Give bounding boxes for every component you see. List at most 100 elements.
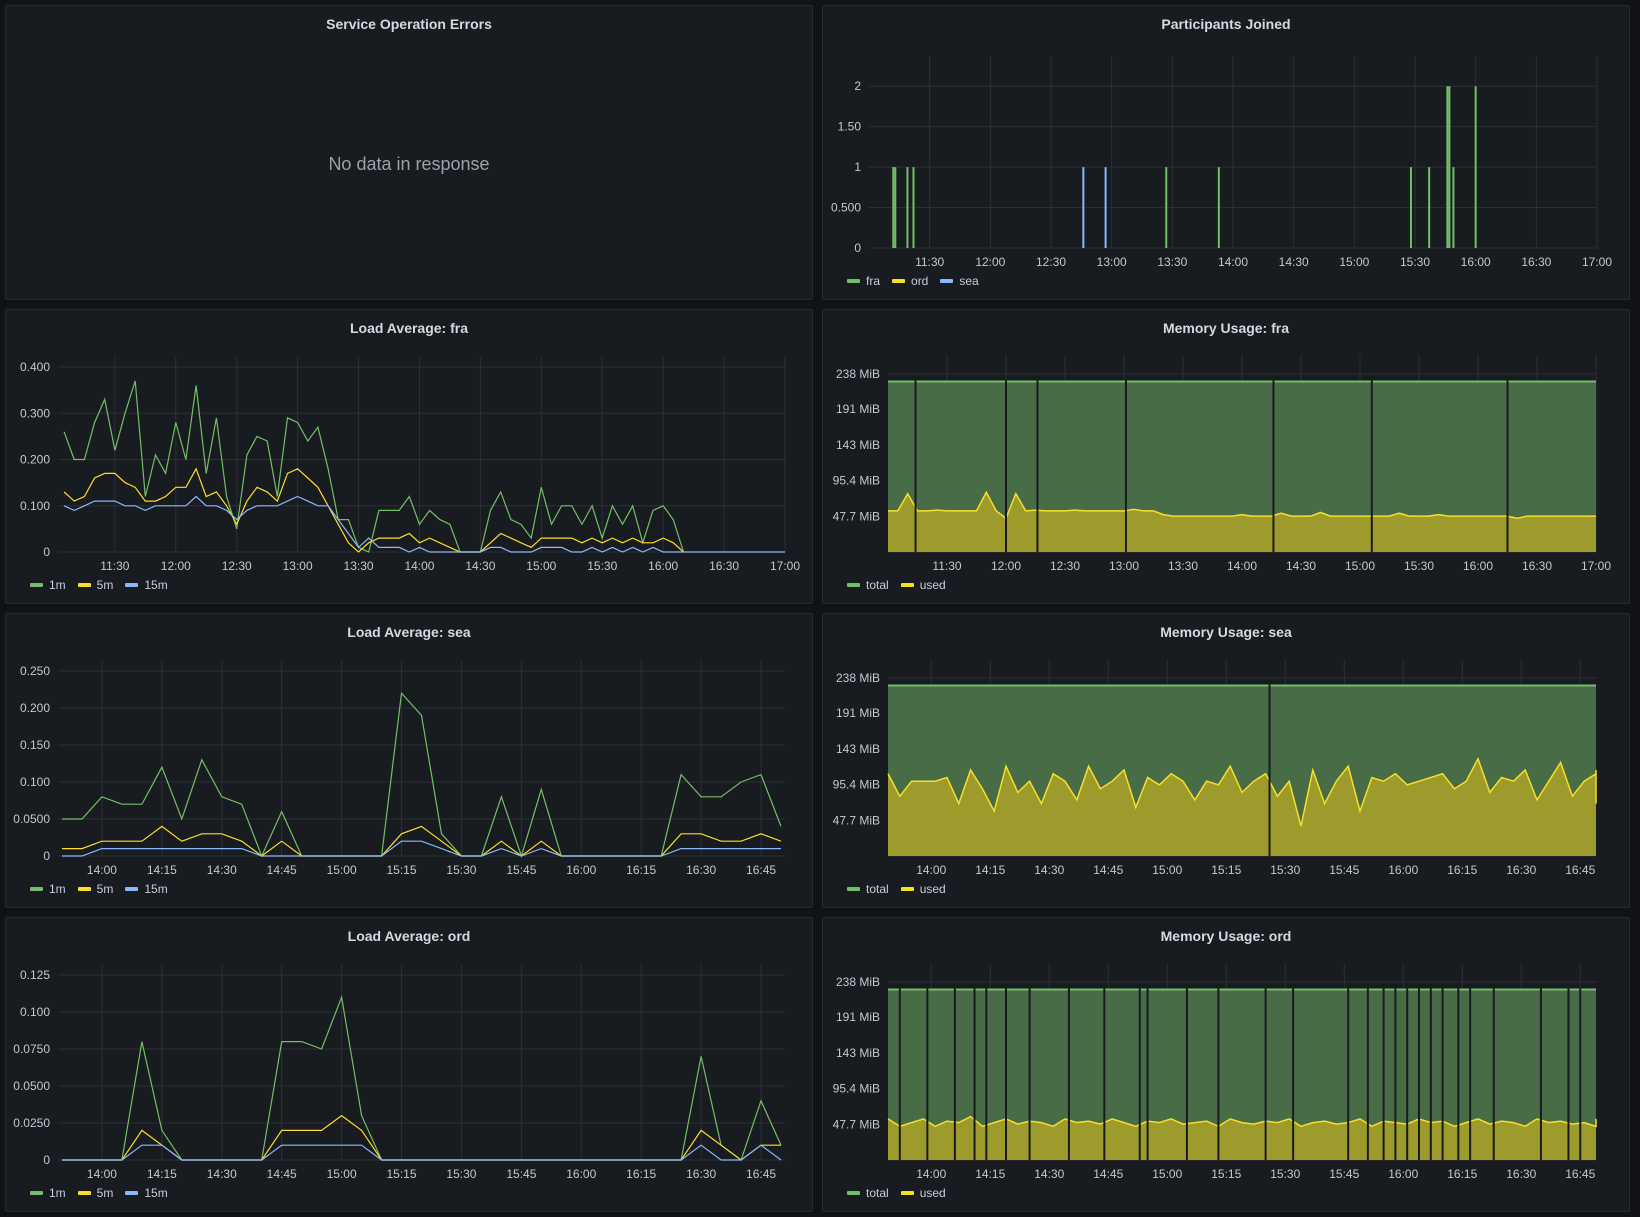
- x-tick-label: 11:30: [915, 255, 944, 269]
- series-line-used: [887, 1115, 1597, 1128]
- legend-label: 15m: [144, 578, 168, 592]
- legend-swatch: [847, 1191, 860, 1195]
- y-tick-label: 0: [854, 241, 861, 255]
- legend-item-used[interactable]: used: [900, 1186, 946, 1200]
- legend-item-total[interactable]: total: [847, 1186, 889, 1200]
- panel-title[interactable]: Service Operation Errors: [326, 16, 492, 32]
- x-tick-label: 14:00: [404, 559, 434, 573]
- x-tick-label: 13:30: [1168, 559, 1198, 573]
- y-tick-label: 47.7 MiB: [833, 509, 880, 523]
- x-tick-label: 14:00: [87, 1167, 117, 1181]
- legend-item-total[interactable]: total: [847, 882, 889, 896]
- legend-item-1m[interactable]: 1m: [30, 1186, 66, 1200]
- panel-title[interactable]: Load Average: sea: [347, 624, 471, 640]
- x-tick-label: 13:00: [283, 559, 313, 573]
- legend: total used: [847, 1186, 946, 1200]
- legend: total used: [847, 882, 946, 896]
- legend-item-15m[interactable]: 15m: [125, 578, 168, 592]
- x-tick-label: 15:00: [1345, 559, 1375, 573]
- legend-item-1m[interactable]: 1m: [30, 882, 66, 896]
- x-tick-label: 14:15: [975, 1167, 1005, 1181]
- x-tick-label: 16:00: [566, 1167, 596, 1181]
- x-tick-label: 16:30: [709, 559, 739, 573]
- x-tick-label: 14:15: [147, 1167, 177, 1181]
- series-area-used: [888, 492, 1596, 552]
- y-tick-label: 1.50: [838, 120, 862, 134]
- x-tick-label: 17:00: [1581, 559, 1611, 573]
- x-tick-label: 16:45: [1565, 1167, 1595, 1181]
- x-tick-label: 15:15: [1211, 863, 1241, 877]
- legend-label: used: [919, 882, 946, 896]
- y-tick-label: 1: [854, 160, 861, 174]
- y-tick-label: 95.4 MiB: [833, 778, 880, 792]
- x-tick-label: 17:00: [1582, 255, 1612, 269]
- x-tick-label: 15:30: [446, 863, 476, 877]
- legend-item-total[interactable]: total: [847, 578, 889, 592]
- legend-swatch: [125, 583, 139, 587]
- legend-item-1m[interactable]: 1m: [30, 578, 66, 592]
- legend-item-used[interactable]: used: [900, 882, 946, 896]
- x-tick-label: 16:30: [1521, 255, 1551, 269]
- y-tick-label: 0: [43, 545, 50, 559]
- panel-load-average-sea: Load Average: sea 0 0.0500 0.100 0.150 0.200…: [5, 613, 813, 908]
- chart-canvas: 0 0.100 0.200 0.300 0.400 11:30 12:00 12:30 13:0…: [20, 357, 800, 573]
- panel-title[interactable]: Load Average: ord: [347, 928, 471, 944]
- legend-label: 5m: [96, 1186, 114, 1200]
- x-tick-label: 15:00: [1339, 255, 1369, 269]
- legend-item-15m[interactable]: 15m: [125, 882, 168, 896]
- legend-item-ord[interactable]: ord: [892, 274, 928, 288]
- legend-swatch: [77, 583, 91, 587]
- legend-item-fra[interactable]: fra: [847, 274, 880, 288]
- legend-label: sea: [959, 274, 979, 288]
- x-tick-label: 14:15: [147, 863, 177, 877]
- y-tick-label: 0.200: [20, 701, 50, 715]
- y-tick-label: 0.500: [831, 201, 861, 215]
- panel-title[interactable]: Memory Usage: sea: [1160, 624, 1292, 640]
- x-tick-label: 14:15: [975, 863, 1005, 877]
- legend-item-5m[interactable]: 5m: [77, 882, 114, 896]
- panel-title[interactable]: Memory Usage: fra: [1162, 320, 1290, 336]
- x-tick-label: 15:15: [387, 863, 417, 877]
- x-tick-label: 15:45: [506, 1167, 536, 1181]
- y-tick-label: 143 MiB: [836, 742, 880, 756]
- legend-item-used[interactable]: used: [900, 578, 946, 592]
- x-tick-label: 16:15: [1447, 1167, 1477, 1181]
- legend-label: total: [866, 1186, 889, 1200]
- legend-swatch: [125, 1191, 139, 1195]
- x-tick-label: 14:30: [1034, 1167, 1064, 1181]
- legend-swatch: [847, 583, 860, 587]
- y-tick-label: 0.100: [20, 775, 50, 789]
- legend-item-sea[interactable]: sea: [940, 274, 979, 288]
- y-tick-label: 0.300: [20, 406, 50, 420]
- y-tick-label: 0.250: [20, 664, 50, 678]
- x-tick-label: 12:30: [1050, 559, 1080, 573]
- x-tick-label: 15:00: [1152, 1167, 1182, 1181]
- legend: 1m 5m 15m: [30, 1186, 168, 1200]
- x-tick-label: 14:00: [916, 863, 946, 877]
- x-tick-label: 16:45: [746, 863, 776, 877]
- x-tick-label: 16:30: [1506, 863, 1536, 877]
- x-tick-label: 14:00: [1218, 255, 1248, 269]
- legend-item-15m[interactable]: 15m: [125, 1186, 168, 1200]
- x-tick-label: 12:30: [1036, 255, 1066, 269]
- y-tick-label: 0.100: [20, 1005, 50, 1019]
- x-tick-label: 13:30: [344, 559, 374, 573]
- legend-label: 5m: [96, 882, 114, 896]
- x-tick-label: 15:30: [1400, 255, 1430, 269]
- x-tick-label: 15:30: [1404, 559, 1434, 573]
- x-tick-label: 12:00: [161, 559, 191, 573]
- panel-title[interactable]: Participants Joined: [1161, 16, 1291, 32]
- x-tick-label: 15:00: [327, 863, 357, 877]
- legend-item-5m[interactable]: 5m: [77, 1186, 114, 1200]
- y-tick-label: 191 MiB: [836, 402, 880, 416]
- legend: total used: [847, 578, 946, 592]
- panel-title[interactable]: Memory Usage: ord: [1160, 928, 1292, 944]
- legend-item-5m[interactable]: 5m: [77, 578, 113, 592]
- y-tick-label: 47.7 MiB: [833, 1117, 880, 1131]
- panel-title[interactable]: Load Average: fra: [350, 320, 468, 336]
- panel-load-average-fra: Load Average: fra 0 0.100 0.200 0.300 0.400 1…: [5, 309, 813, 604]
- y-tick-label: 191 MiB: [836, 1010, 880, 1024]
- y-tick-label: 95.4 MiB: [833, 1082, 880, 1096]
- legend-swatch: [847, 887, 860, 891]
- legend-label: total: [866, 882, 889, 896]
